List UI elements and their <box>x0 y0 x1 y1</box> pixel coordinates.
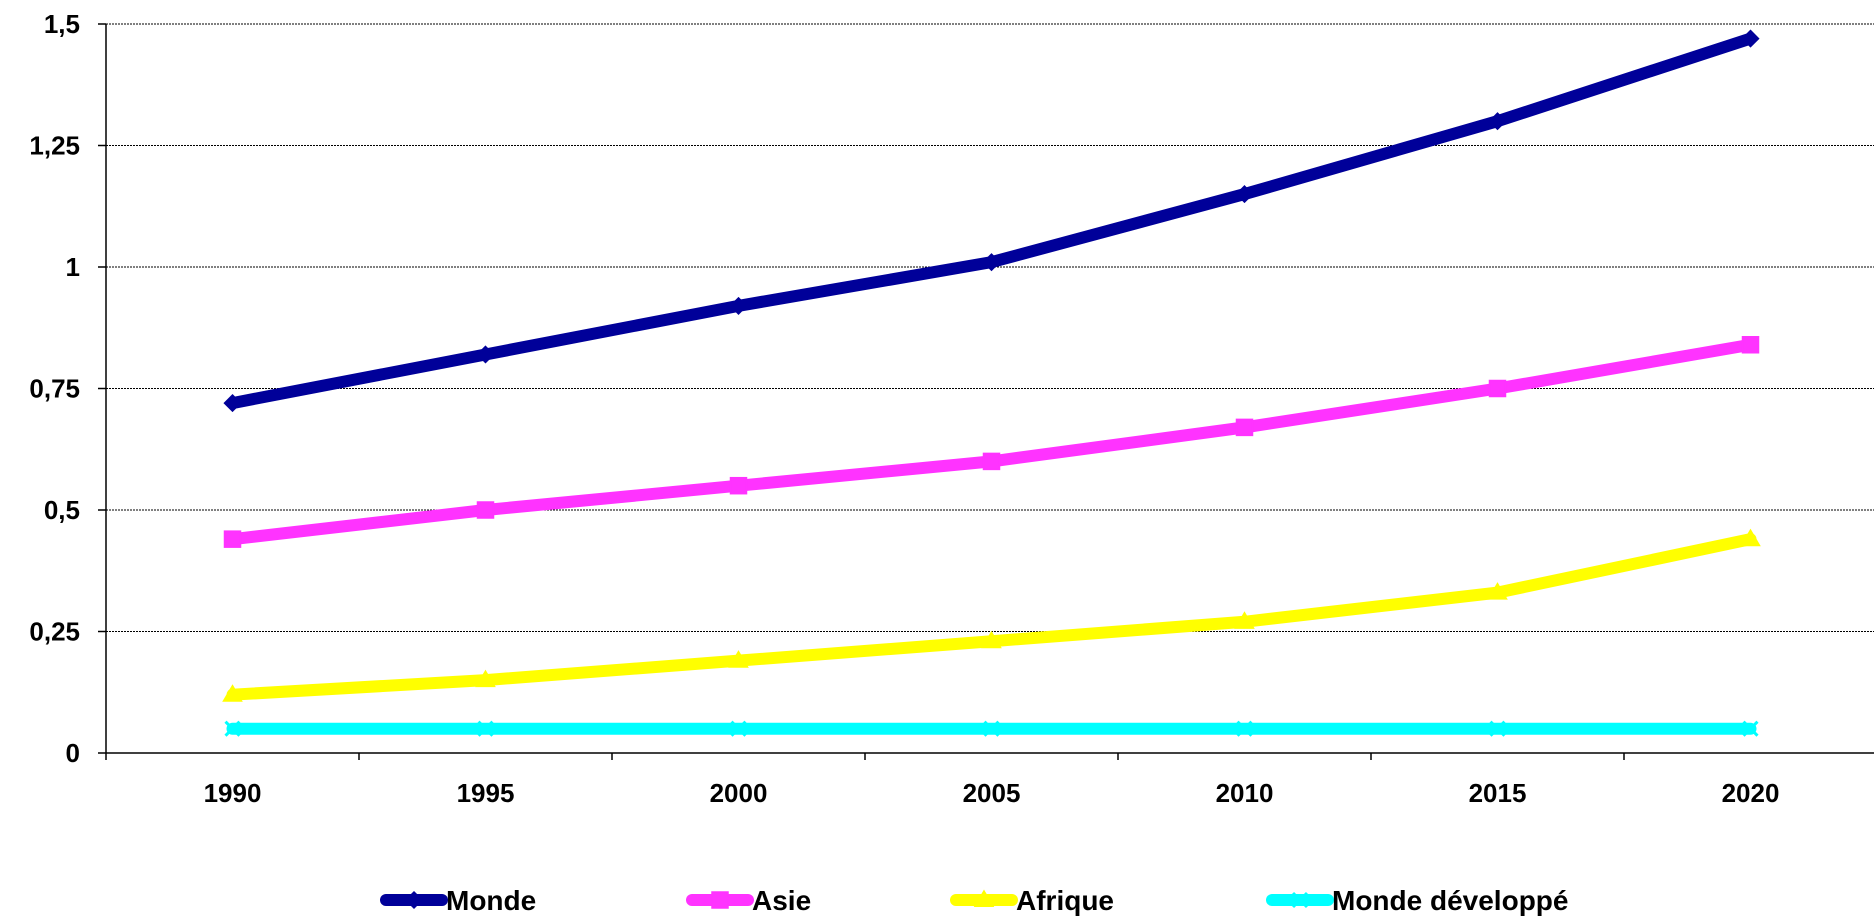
legend-entry: Asie <box>686 885 811 916</box>
data-point <box>1741 29 1760 48</box>
data-point <box>729 476 748 495</box>
y-tick-label: 0,5 <box>44 495 80 525</box>
data-point-stroke <box>477 720 494 737</box>
data-point <box>476 501 495 519</box>
data-point <box>1235 185 1254 204</box>
data-point <box>475 669 496 688</box>
data-point <box>1741 336 1760 354</box>
data-point <box>222 684 243 702</box>
data-point <box>477 720 494 737</box>
legend-label: Monde <box>446 885 536 916</box>
legend-entry: Monde développé <box>1266 885 1568 916</box>
series-group <box>222 29 1761 737</box>
gridlines <box>106 23 1874 632</box>
series-afrique <box>222 528 1761 702</box>
x-tick-label: 2000 <box>710 778 768 808</box>
legend-marker <box>404 890 424 910</box>
data-point <box>1487 582 1508 600</box>
data-point-stroke <box>1489 720 1506 737</box>
data-point <box>1740 528 1761 547</box>
y-tick-label: 1,5 <box>44 9 80 39</box>
legend-label: Afrique <box>1016 885 1114 916</box>
y-tick-label: 0,75 <box>29 374 80 404</box>
data-point <box>982 452 1001 471</box>
data-point <box>730 720 747 737</box>
data-point <box>476 345 495 364</box>
data-point <box>224 720 241 737</box>
legend: Monde Asie Afrique Monde développé <box>380 885 1568 916</box>
data-point <box>729 296 748 315</box>
data-point <box>1236 720 1253 737</box>
data-point <box>982 253 1001 272</box>
data-point-stroke <box>1236 720 1253 737</box>
legend-marker <box>973 889 995 908</box>
y-tick-label: 1 <box>66 252 80 282</box>
y-tick-label: 0,25 <box>29 617 80 647</box>
data-point <box>223 394 242 413</box>
data-point <box>1742 720 1759 737</box>
x-tick-label: 2020 <box>1722 778 1780 808</box>
y-tick-label: 0 <box>66 738 80 768</box>
data-point <box>1489 720 1506 737</box>
data-point <box>1488 112 1507 131</box>
data-point-stroke <box>1742 720 1759 737</box>
y-tick-label: 1,25 <box>29 131 80 161</box>
series-asie <box>223 336 1760 548</box>
x-tick-label: 2010 <box>1216 778 1274 808</box>
legend-entry: Afrique <box>950 885 1114 916</box>
data-point <box>223 530 242 548</box>
x-tick-label: 2015 <box>1469 778 1527 808</box>
legend-label: Monde développé <box>1332 885 1568 916</box>
legend-marker-stroke <box>1291 891 1309 909</box>
x-tick-label: 1995 <box>457 778 515 808</box>
series-line <box>226 533 1757 701</box>
legend-entry: Monde <box>380 885 536 916</box>
data-point <box>981 630 1002 649</box>
legend-marker <box>1291 891 1309 909</box>
data-point-stroke <box>224 720 241 737</box>
axes: 0 0,25 0,5 0,75 1 1,25 1,5 1990 1995 2000 2005 2010… <box>29 9 1874 808</box>
x-tick-label: 2005 <box>963 778 1021 808</box>
data-point <box>1488 379 1507 398</box>
series-monde-développé <box>224 720 1759 737</box>
data-point <box>1234 611 1255 629</box>
data-point <box>983 720 1000 737</box>
data-point <box>728 650 749 668</box>
series-line <box>226 32 1757 410</box>
data-point-stroke <box>730 720 747 737</box>
legend-marker <box>711 891 729 909</box>
x-tick-label: 1990 <box>204 778 262 808</box>
data-point-stroke <box>983 720 1000 737</box>
data-point <box>1235 418 1254 437</box>
legend-label: Asie <box>752 885 811 916</box>
series-monde <box>223 29 1760 413</box>
